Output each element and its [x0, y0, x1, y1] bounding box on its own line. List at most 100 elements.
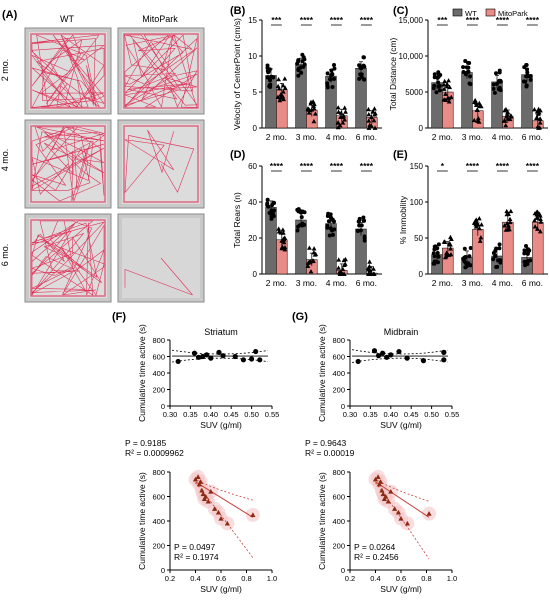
data-point: [473, 217, 479, 222]
data-point: [282, 76, 288, 81]
data-point: [475, 107, 480, 113]
data-point: [296, 58, 301, 63]
data-point: [497, 258, 502, 263]
data-point: [479, 222, 484, 227]
y-tick-label: 600: [332, 493, 345, 502]
data-point: [300, 59, 305, 64]
y-tick-label: 0: [253, 270, 258, 279]
data-point: [265, 197, 270, 202]
data-point: [381, 496, 388, 502]
data-point: [502, 118, 508, 123]
bar-mitopark: [472, 229, 484, 275]
y-tick-label: 0: [161, 566, 165, 575]
data-point: [524, 74, 529, 79]
data-point: [341, 271, 347, 276]
confidence-band-upper: [351, 349, 448, 355]
data-point: [492, 90, 497, 95]
track-tile: [117, 119, 205, 209]
data-point: [275, 83, 281, 89]
y-tick-label: 400: [152, 369, 165, 378]
bar-wt: [461, 72, 473, 129]
data-point: [473, 102, 479, 107]
chart-title: Striatum: [204, 327, 238, 337]
data-point: [370, 108, 376, 114]
data-point: [441, 357, 447, 363]
data-point: [497, 242, 502, 247]
data-point: [371, 271, 377, 276]
significance-label: ****: [526, 161, 540, 171]
data-point: [379, 487, 385, 493]
data-point: [442, 239, 448, 245]
data-point: [497, 246, 502, 251]
data-point: [498, 88, 503, 93]
data-point: [298, 209, 303, 214]
data-point: [366, 106, 371, 112]
data-point: [271, 214, 276, 219]
data-point: [525, 261, 530, 266]
y-axis-label: % Immobility: [398, 195, 408, 244]
data-point: [477, 225, 482, 231]
data-point: [432, 83, 437, 88]
data-point: [463, 59, 468, 64]
data-point: [335, 120, 341, 125]
data-point: [436, 80, 441, 85]
significance-label: ****: [526, 15, 540, 25]
y-tick-label: 20: [248, 234, 257, 243]
data-point: [537, 213, 543, 218]
x-axis-label: SUV (g/ml): [380, 584, 422, 594]
data-point: [257, 357, 263, 363]
x-tick-label: 0.2: [345, 574, 355, 583]
y-axis-label: Velocity of CenterPoint (cm/s): [232, 18, 242, 130]
data-point: [477, 238, 483, 243]
data-point: [299, 70, 304, 75]
data-point: [277, 97, 283, 103]
data-point: [371, 266, 376, 271]
data-point: [404, 355, 410, 361]
data-point: [443, 253, 449, 259]
data-point: [232, 353, 238, 360]
data-point: [342, 105, 348, 110]
data-point: [388, 489, 394, 494]
significance-label: ****: [270, 161, 284, 171]
data-point: [444, 250, 449, 255]
data-point: [478, 235, 484, 240]
data-point: [507, 216, 513, 222]
bar-chart-b: 0 5 10 15 Velocity of CenterPoint (cm/s) *** 2…: [232, 15, 382, 142]
legend-swatch-wt: [452, 8, 463, 17]
x-tick-label: 3 mo.: [296, 278, 317, 288]
scatter-chart-f-bottom: 0 200 400 600 800 0.2 0.4 0.6 0.8 1.0 SUV (g/ml) Cu…: [137, 468, 277, 594]
y-tick-label: 0: [419, 270, 424, 279]
data-point: [435, 251, 440, 256]
data-point: [437, 88, 442, 93]
data-point: [535, 226, 540, 231]
data-point: [281, 239, 287, 245]
open-field-track-grid: WT MitoPark 2 mo. 4 mo. 6 mo.: [0, 14, 205, 303]
x-tick-label: 0.55: [265, 410, 280, 419]
data-point: [536, 125, 541, 130]
data-point: [434, 90, 439, 95]
data-point: [437, 83, 442, 88]
data-point: [491, 257, 496, 262]
data-point: [338, 114, 343, 120]
row-label-4mo: 4 mo.: [0, 149, 10, 172]
y-tick-label: 10,000: [399, 52, 424, 61]
legend-label-mitopark: MitoPark: [498, 9, 528, 18]
y-tick-label: 200: [152, 542, 165, 551]
confidence-band-lower: [375, 482, 430, 560]
data-point: [253, 348, 259, 355]
y-tick-label: 0: [341, 402, 345, 411]
significance-label: ****: [300, 15, 314, 25]
x-tick-label: 0.2: [165, 574, 175, 583]
y-tick-label: 800: [332, 336, 345, 345]
y-tick-label: 15,000: [399, 16, 424, 25]
data-point: [432, 254, 437, 259]
significance-label: ****: [300, 161, 314, 171]
y-tick-label: 800: [152, 336, 165, 345]
data-point: [366, 118, 372, 123]
data-point: [191, 350, 198, 356]
data-point: [311, 250, 317, 255]
data-point: [336, 257, 342, 262]
x-tick-label: 2 mo.: [432, 278, 453, 288]
data-point: [472, 97, 478, 103]
data-point: [444, 84, 450, 89]
